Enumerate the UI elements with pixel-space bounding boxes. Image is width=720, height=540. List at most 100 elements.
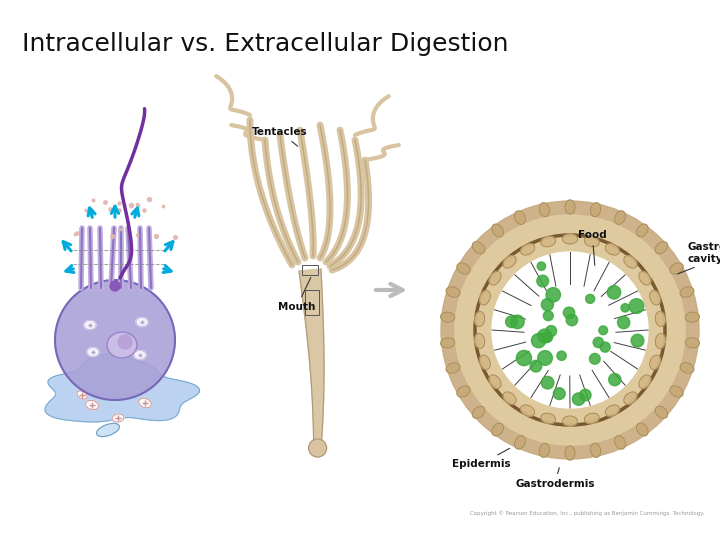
Polygon shape	[45, 354, 199, 422]
Circle shape	[631, 334, 644, 347]
Ellipse shape	[489, 272, 501, 285]
Text: Gastrodermis: Gastrodermis	[515, 468, 595, 489]
Ellipse shape	[624, 255, 637, 268]
Ellipse shape	[655, 312, 665, 327]
Circle shape	[593, 338, 603, 348]
Ellipse shape	[492, 224, 503, 237]
Ellipse shape	[655, 406, 667, 418]
Ellipse shape	[441, 338, 454, 348]
Circle shape	[607, 286, 621, 299]
Ellipse shape	[590, 202, 600, 217]
Circle shape	[546, 326, 557, 336]
Ellipse shape	[474, 334, 485, 348]
Circle shape	[541, 299, 554, 310]
Ellipse shape	[585, 237, 599, 247]
Circle shape	[309, 439, 327, 457]
Circle shape	[585, 294, 595, 303]
Ellipse shape	[541, 237, 556, 247]
Ellipse shape	[112, 414, 124, 422]
Ellipse shape	[670, 263, 683, 274]
Circle shape	[541, 376, 554, 389]
Ellipse shape	[541, 413, 556, 423]
Circle shape	[455, 215, 685, 445]
Bar	[302, 265, 318, 275]
Ellipse shape	[562, 234, 577, 244]
Ellipse shape	[515, 436, 526, 449]
Text: Mouth: Mouth	[278, 278, 315, 312]
Ellipse shape	[472, 406, 485, 418]
Ellipse shape	[503, 392, 516, 404]
Ellipse shape	[655, 242, 667, 254]
Ellipse shape	[685, 338, 699, 348]
Ellipse shape	[649, 291, 660, 305]
Ellipse shape	[562, 416, 577, 426]
Ellipse shape	[615, 436, 626, 449]
Ellipse shape	[446, 287, 460, 297]
Circle shape	[563, 307, 575, 319]
Ellipse shape	[503, 255, 516, 268]
Ellipse shape	[639, 272, 651, 285]
Circle shape	[110, 281, 120, 291]
Ellipse shape	[480, 355, 490, 369]
Ellipse shape	[606, 405, 619, 416]
Text: Food: Food	[578, 230, 607, 265]
Circle shape	[557, 351, 566, 360]
Circle shape	[542, 332, 553, 342]
Ellipse shape	[680, 363, 694, 373]
Ellipse shape	[624, 392, 637, 404]
Circle shape	[618, 316, 630, 329]
Text: Gastrovascular
cavity: Gastrovascular cavity	[678, 242, 720, 274]
Circle shape	[537, 275, 549, 287]
Bar	[305, 290, 319, 315]
Circle shape	[546, 288, 560, 302]
Ellipse shape	[590, 443, 600, 457]
Ellipse shape	[86, 400, 99, 410]
Ellipse shape	[515, 211, 526, 224]
Text: Tentacles: Tentacles	[252, 127, 307, 146]
Circle shape	[55, 280, 175, 400]
Circle shape	[118, 335, 132, 349]
Circle shape	[600, 342, 611, 352]
Ellipse shape	[492, 423, 503, 436]
Ellipse shape	[480, 291, 490, 305]
Ellipse shape	[521, 244, 535, 255]
Circle shape	[599, 326, 608, 335]
Circle shape	[531, 334, 546, 348]
Ellipse shape	[457, 386, 470, 397]
Text: Copyright © Pearson Education, Inc., publishing as Benjamin Cummings. Technology: Copyright © Pearson Education, Inc., pub…	[470, 510, 704, 516]
Ellipse shape	[107, 332, 137, 358]
Ellipse shape	[649, 355, 660, 369]
Circle shape	[590, 354, 600, 364]
Circle shape	[566, 314, 577, 326]
Ellipse shape	[521, 405, 535, 416]
Ellipse shape	[585, 413, 599, 423]
Circle shape	[505, 316, 517, 328]
Circle shape	[554, 388, 565, 400]
Ellipse shape	[441, 312, 454, 322]
Ellipse shape	[489, 375, 501, 388]
Ellipse shape	[457, 263, 470, 274]
Circle shape	[621, 303, 629, 312]
Circle shape	[492, 252, 648, 408]
Ellipse shape	[134, 350, 146, 360]
Polygon shape	[299, 269, 324, 440]
Circle shape	[629, 299, 644, 314]
Circle shape	[608, 374, 621, 386]
Ellipse shape	[539, 443, 549, 457]
Circle shape	[516, 350, 531, 366]
Circle shape	[538, 329, 552, 343]
Ellipse shape	[77, 391, 87, 399]
Ellipse shape	[472, 242, 485, 254]
Circle shape	[538, 350, 552, 366]
Circle shape	[544, 311, 553, 321]
Text: Epidermis: Epidermis	[452, 448, 510, 469]
Ellipse shape	[636, 224, 648, 237]
Ellipse shape	[685, 312, 699, 322]
Ellipse shape	[96, 423, 120, 437]
Circle shape	[510, 315, 524, 329]
Ellipse shape	[680, 287, 694, 297]
Ellipse shape	[655, 334, 665, 348]
Ellipse shape	[565, 446, 575, 460]
Circle shape	[580, 389, 591, 401]
Circle shape	[441, 201, 699, 459]
